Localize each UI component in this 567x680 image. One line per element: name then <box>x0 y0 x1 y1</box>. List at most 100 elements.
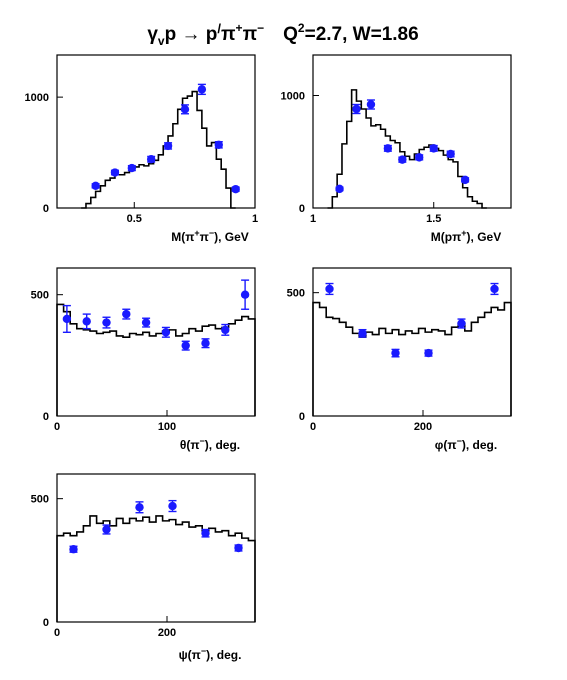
point-marker <box>429 144 438 153</box>
y-tick-label: 0 <box>299 203 305 215</box>
data-point <box>141 317 151 328</box>
x-axis-label: M(pπ+), GeV <box>431 228 501 244</box>
data-point <box>231 184 240 194</box>
point-marker <box>415 153 424 162</box>
data-point <box>180 104 190 115</box>
point-marker <box>335 184 344 194</box>
data-point <box>335 184 344 194</box>
x-tick-label: 200 <box>414 421 432 433</box>
data-point <box>102 524 111 535</box>
panel-m_pipi: 0.5 1 0 1000 M(π+π−), GeV <box>25 54 258 244</box>
point-marker <box>358 329 367 338</box>
data-point <box>429 144 438 153</box>
point-marker <box>231 184 240 194</box>
y-tick-label: 0 <box>43 411 49 423</box>
point-marker <box>391 348 400 358</box>
data-point <box>201 338 210 349</box>
data-point <box>102 316 111 329</box>
data-point <box>240 279 250 310</box>
point-marker <box>457 319 466 328</box>
y-tick-label: 500 <box>31 290 49 302</box>
data-point <box>352 103 361 115</box>
data-point <box>383 144 393 153</box>
point-marker <box>383 144 393 153</box>
y-tick-label: 0 <box>43 203 49 215</box>
x-tick-label: 200 <box>158 627 176 639</box>
data-point <box>398 155 407 164</box>
data-point <box>325 282 334 296</box>
x-axis-label: ψ(π−), deg. <box>179 646 242 662</box>
histogram-m_ppip <box>327 89 487 209</box>
data-point <box>127 163 137 173</box>
data-point <box>146 155 156 164</box>
histogram-phi_pim <box>312 301 512 416</box>
x-tick-label: 100 <box>158 421 176 433</box>
data-point <box>82 313 91 330</box>
x-tick-label: 0 <box>310 421 316 433</box>
panel-phi_pim: 0 200 0 500 φ(π−), deg. <box>287 267 512 452</box>
panel-theta_pim: 0 100 0 500 θ(π−), deg. <box>31 267 256 452</box>
data-point <box>221 323 230 336</box>
histogram-m_pipi <box>81 90 236 209</box>
data-point <box>69 545 78 554</box>
data-point <box>110 168 120 177</box>
data-point <box>446 149 455 159</box>
point-marker <box>325 284 334 294</box>
x-tick-label: 0 <box>54 421 60 433</box>
data-point <box>460 175 470 185</box>
point-marker <box>102 318 111 327</box>
figure-title: γvp → p/π+π− Q2=2.7, W=1.86 <box>147 21 418 48</box>
histogram-psi_pim <box>56 515 256 622</box>
point-marker <box>127 163 137 173</box>
x-axis-label: φ(π−), deg. <box>435 436 497 452</box>
x-tick-label: 0.5 <box>127 213 142 225</box>
point-marker <box>181 341 190 350</box>
data-point <box>457 318 466 329</box>
point-marker <box>102 525 111 534</box>
panel-m_ppip: 1 1.5 0 1000 M(pπ+), GeV <box>281 54 512 244</box>
x-tick-label: 0 <box>54 627 60 639</box>
plot-frame <box>312 267 512 417</box>
data-point <box>91 181 100 191</box>
point-marker <box>135 503 144 512</box>
point-marker <box>240 290 250 299</box>
data-point <box>358 328 367 338</box>
data-point <box>181 340 190 351</box>
data-point <box>391 348 400 358</box>
y-tick-label: 0 <box>43 617 49 629</box>
data-point <box>62 304 72 333</box>
point-marker <box>122 309 131 319</box>
plot-frame <box>312 54 512 209</box>
y-tick-label: 500 <box>287 288 305 300</box>
data-point <box>122 308 131 320</box>
point-marker <box>180 105 190 114</box>
data-point <box>161 326 171 338</box>
panel-psi_pim: 0 200 0 500 ψ(π−), deg. <box>31 473 256 662</box>
x-tick-label: 1 <box>252 213 258 225</box>
point-marker <box>446 149 455 159</box>
plot-frame <box>56 54 256 209</box>
data-point <box>197 83 207 96</box>
point-marker <box>146 155 156 164</box>
data-point <box>163 141 173 151</box>
data-point <box>214 140 223 150</box>
point-marker <box>82 317 91 326</box>
x-axis-label: M(π+π−), GeV <box>171 228 249 244</box>
data-point <box>490 282 499 296</box>
data-point <box>234 543 243 553</box>
data-point <box>168 499 177 513</box>
y-tick-label: 1000 <box>281 91 305 103</box>
point-marker <box>398 155 407 164</box>
data-point <box>424 348 433 358</box>
point-marker <box>201 529 210 538</box>
point-marker <box>163 141 173 151</box>
data-point <box>366 99 376 110</box>
point-marker <box>214 140 223 150</box>
point-marker <box>197 85 207 94</box>
point-marker <box>352 104 361 114</box>
point-marker <box>62 314 72 324</box>
point-marker <box>91 181 100 191</box>
data-point <box>201 528 210 538</box>
y-tick-label: 1000 <box>25 92 49 104</box>
